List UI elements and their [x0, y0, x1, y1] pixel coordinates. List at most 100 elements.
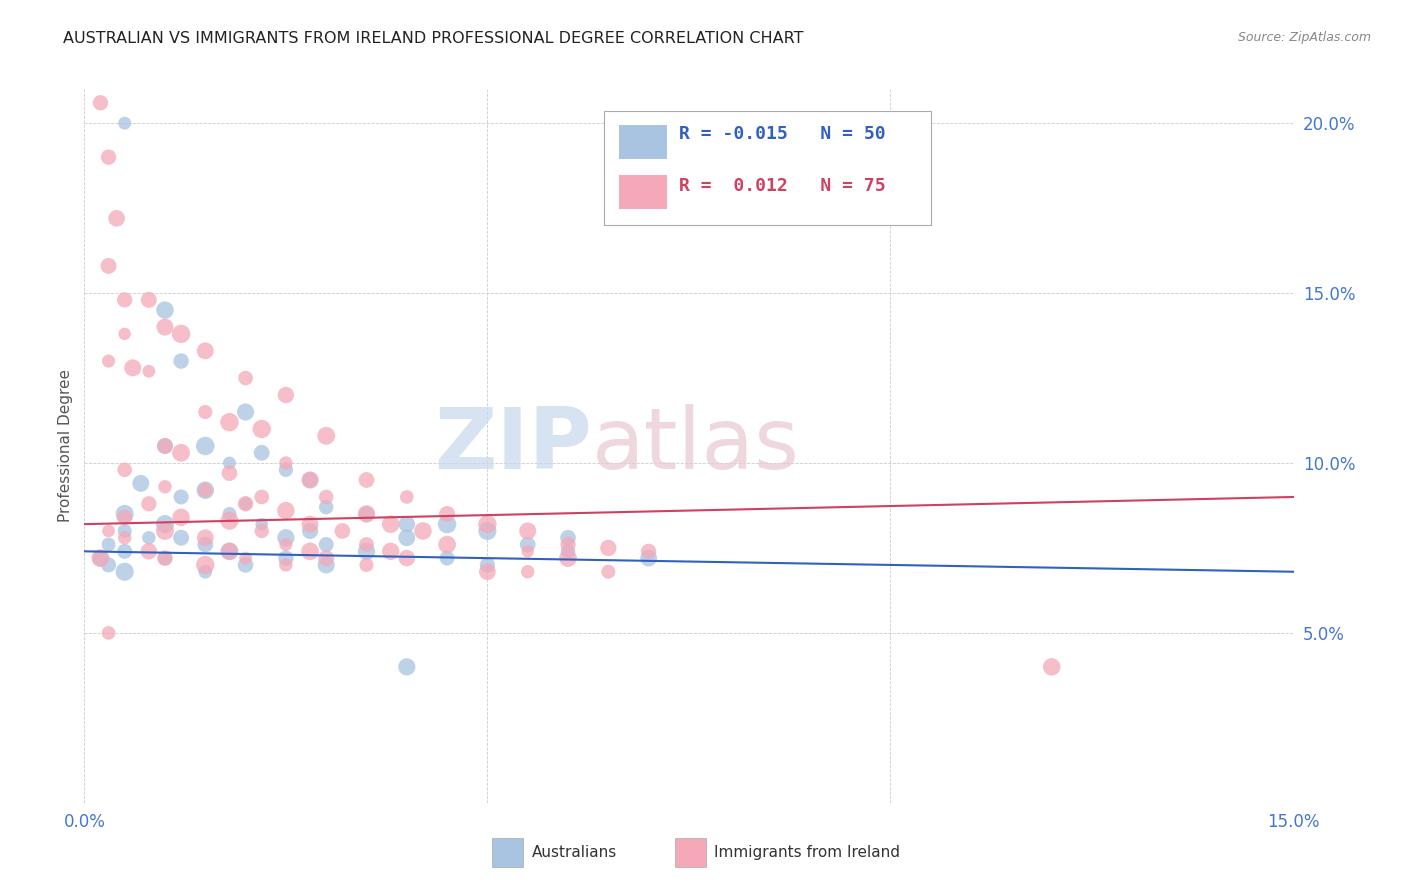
- Point: [299, 524, 322, 538]
- Point: [315, 500, 337, 515]
- Point: [218, 544, 240, 558]
- Point: [637, 544, 659, 558]
- Point: [274, 503, 297, 517]
- Point: [380, 544, 402, 558]
- Point: [274, 537, 297, 551]
- Point: [315, 551, 337, 566]
- Point: [218, 415, 240, 429]
- Point: [89, 95, 111, 110]
- Point: [194, 565, 217, 579]
- Point: [250, 490, 273, 504]
- Text: Source: ZipAtlas.com: Source: ZipAtlas.com: [1237, 31, 1371, 45]
- Point: [299, 473, 322, 487]
- Point: [516, 544, 538, 558]
- Point: [436, 551, 458, 566]
- Point: [395, 490, 418, 504]
- Point: [114, 293, 136, 307]
- Point: [516, 524, 538, 538]
- Point: [153, 524, 176, 538]
- FancyBboxPatch shape: [619, 175, 668, 209]
- Point: [274, 551, 297, 566]
- Point: [356, 473, 378, 487]
- Point: [170, 354, 193, 368]
- Point: [235, 497, 257, 511]
- Point: [637, 551, 659, 566]
- Point: [153, 303, 176, 318]
- Point: [274, 531, 297, 545]
- Point: [356, 507, 378, 521]
- Point: [194, 537, 217, 551]
- Point: [477, 565, 499, 579]
- Point: [153, 320, 176, 334]
- Point: [274, 463, 297, 477]
- Point: [114, 544, 136, 558]
- Point: [315, 429, 337, 443]
- Point: [170, 490, 193, 504]
- Point: [235, 497, 257, 511]
- Point: [1040, 660, 1063, 674]
- Point: [218, 507, 240, 521]
- Point: [330, 524, 353, 538]
- Point: [153, 517, 176, 532]
- Point: [194, 405, 217, 419]
- Point: [380, 517, 402, 532]
- Point: [114, 565, 136, 579]
- Point: [194, 439, 217, 453]
- Point: [235, 371, 257, 385]
- Point: [557, 537, 579, 551]
- Point: [299, 473, 322, 487]
- Point: [598, 541, 620, 555]
- Point: [153, 551, 176, 566]
- Point: [114, 326, 136, 341]
- Point: [89, 551, 111, 566]
- Point: [557, 544, 579, 558]
- Point: [194, 531, 217, 545]
- Point: [218, 514, 240, 528]
- Point: [129, 476, 152, 491]
- Text: Immigrants from Ireland: Immigrants from Ireland: [714, 846, 900, 860]
- Point: [356, 507, 378, 521]
- Point: [395, 531, 418, 545]
- Point: [97, 524, 120, 538]
- Point: [97, 558, 120, 572]
- Text: AUSTRALIAN VS IMMIGRANTS FROM IRELAND PROFESSIONAL DEGREE CORRELATION CHART: AUSTRALIAN VS IMMIGRANTS FROM IRELAND PR…: [63, 31, 804, 46]
- Point: [153, 439, 176, 453]
- Point: [477, 524, 499, 538]
- Point: [218, 456, 240, 470]
- Point: [557, 531, 579, 545]
- Point: [97, 626, 120, 640]
- Point: [395, 517, 418, 532]
- Point: [235, 558, 257, 572]
- Point: [598, 565, 620, 579]
- Y-axis label: Professional Degree: Professional Degree: [58, 369, 73, 523]
- Point: [138, 364, 160, 378]
- Point: [153, 551, 176, 566]
- Point: [218, 544, 240, 558]
- Point: [138, 293, 160, 307]
- Point: [315, 558, 337, 572]
- Point: [436, 507, 458, 521]
- Point: [138, 544, 160, 558]
- Point: [516, 537, 538, 551]
- Point: [194, 483, 217, 498]
- Point: [250, 422, 273, 436]
- Point: [114, 524, 136, 538]
- Point: [356, 544, 378, 558]
- Point: [395, 551, 418, 566]
- Point: [97, 354, 120, 368]
- Point: [557, 551, 579, 566]
- Point: [138, 497, 160, 511]
- Point: [274, 456, 297, 470]
- Point: [250, 524, 273, 538]
- Point: [89, 551, 111, 566]
- Point: [395, 660, 418, 674]
- Point: [97, 259, 120, 273]
- Text: R = -0.015   N = 50: R = -0.015 N = 50: [679, 125, 886, 143]
- Point: [235, 405, 257, 419]
- Point: [97, 537, 120, 551]
- Text: Australians: Australians: [531, 846, 617, 860]
- Point: [114, 507, 136, 521]
- Point: [516, 565, 538, 579]
- Point: [194, 343, 217, 358]
- Point: [274, 558, 297, 572]
